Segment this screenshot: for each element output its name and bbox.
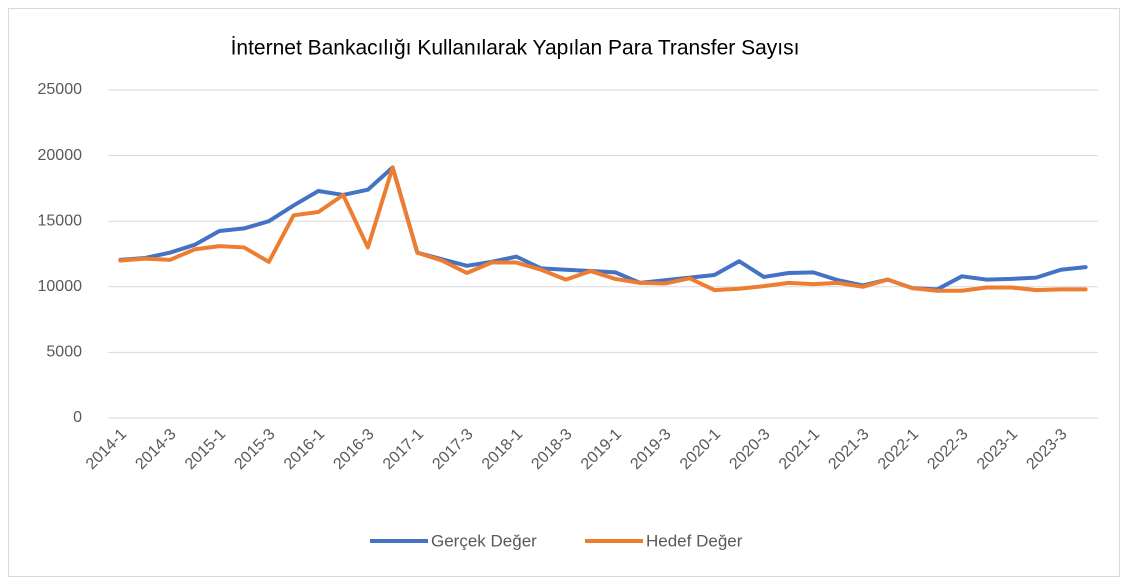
y-tick-label: 20000 [38,147,83,164]
legend-label: Gerçek Değer [431,531,537,550]
series-line [118,165,1088,293]
y-tick-label: 25000 [38,81,83,98]
y-tick-label: 15000 [38,212,83,229]
chart-border [8,8,1120,577]
y-tick-label: 0 [73,409,82,426]
y-tick-label: 5000 [46,344,82,361]
legend-label: Hedef Değer [646,531,743,550]
chart-title: İnternet Bankacılığı Kullanılarak Yapıla… [231,37,800,60]
y-tick-label: 10000 [38,278,83,295]
